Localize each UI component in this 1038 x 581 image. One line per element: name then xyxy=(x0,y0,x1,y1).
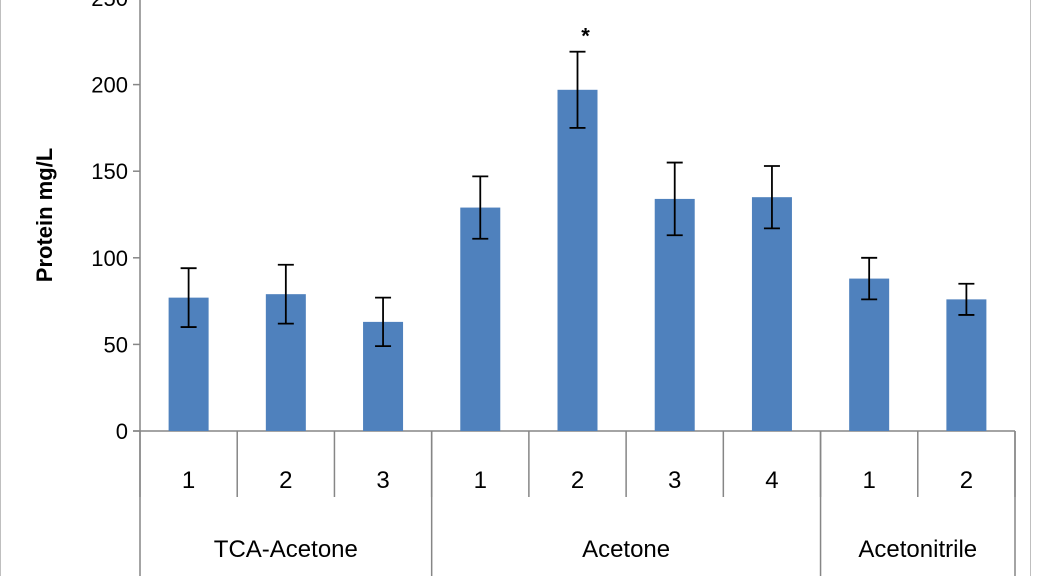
bar xyxy=(557,89,598,432)
category-label: 2 xyxy=(571,467,584,494)
y-tick-label: 200 xyxy=(91,73,128,98)
bar xyxy=(654,198,695,431)
category-label: 2 xyxy=(960,467,973,494)
category-label: 4 xyxy=(765,467,778,494)
y-tick-label: 100 xyxy=(91,246,128,271)
group-label: Acetone xyxy=(582,536,670,563)
error-bars xyxy=(180,50,975,348)
group-label: TCA-Acetone xyxy=(214,536,358,563)
y-tick-label: 250 xyxy=(91,0,128,11)
category-label: 3 xyxy=(376,467,389,494)
y-tick-label: 0 xyxy=(116,419,128,444)
category-label: 1 xyxy=(182,467,195,494)
category-label: 3 xyxy=(668,467,681,494)
labels: 0 50 100 150 200 250 TCA-Acetone Acetone Acetoni… xyxy=(91,0,977,563)
category-label: 1 xyxy=(862,467,875,494)
bars xyxy=(168,89,987,432)
group-label: Acetonitrile xyxy=(858,536,977,563)
bar xyxy=(751,197,792,431)
bar xyxy=(460,207,501,431)
bar xyxy=(849,278,890,431)
category-label: 1 xyxy=(474,467,487,494)
y-tick-label: 150 xyxy=(91,159,128,184)
category-label: 2 xyxy=(279,467,292,494)
y-axis-title: Protein mg/L xyxy=(32,148,57,282)
bar xyxy=(946,299,987,431)
significance-marker: * xyxy=(581,24,590,49)
y-tick-label: 50 xyxy=(104,332,128,357)
